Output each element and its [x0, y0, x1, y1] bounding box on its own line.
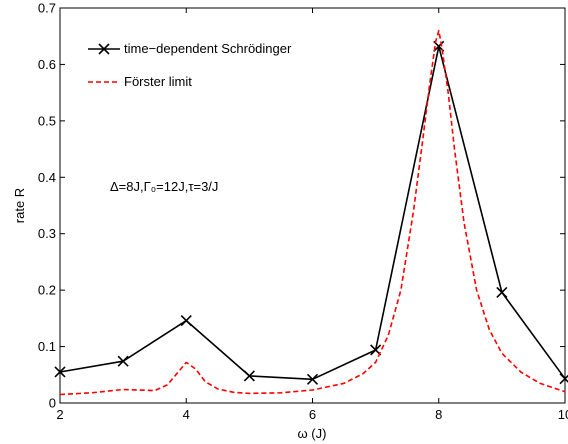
x-tick-label: 2 — [56, 407, 63, 422]
x-tick-label: 10 — [558, 407, 568, 422]
y-tick-label: 0.5 — [38, 113, 56, 128]
plot-frame — [59, 7, 566, 404]
y-tick-label: 0.6 — [38, 57, 56, 72]
y-tick-label: 0.2 — [38, 283, 56, 298]
data-point-marker — [559, 373, 568, 385]
data-point-marker — [243, 370, 255, 382]
y-axis-title: rate R — [12, 188, 27, 223]
x-axis-title: ω (J) — [298, 426, 327, 441]
x-tick-label: 8 — [435, 407, 442, 422]
data-point-marker — [117, 355, 129, 367]
data-point-marker — [496, 286, 508, 298]
data-point-marker — [370, 344, 382, 356]
series-line-forster — [59, 29, 566, 396]
axis-ticks: 2 4 6 8 10 0 0.1 0.2 0.3 0.4 0.5 0.6 0.7 — [38, 1, 568, 423]
y-tick-label: 0 — [49, 396, 56, 411]
legend-label-schrodinger: time−dependent Schrödinger — [124, 41, 292, 56]
data-point-marker — [180, 315, 192, 327]
x-tick-label: 4 — [183, 407, 190, 422]
y-tick-label: 0.4 — [38, 170, 56, 185]
data-point-marker — [54, 366, 66, 378]
y-tick-label: 0.3 — [38, 226, 56, 241]
parameter-annotation: Δ=8J,Γ₀=12J,τ=3/J — [110, 179, 218, 194]
x-tick-label: 6 — [309, 407, 316, 422]
y-tick-label: 0.7 — [38, 1, 56, 16]
legend-label-forster: Förster limit — [124, 74, 192, 89]
data-point-marker — [306, 373, 319, 385]
y-tick-label: 0.1 — [38, 339, 56, 354]
legend: time−dependent Schrödinger Förster limit — [88, 41, 292, 89]
series-layer — [54, 29, 568, 396]
legend-marker-schrodinger — [98, 43, 110, 55]
